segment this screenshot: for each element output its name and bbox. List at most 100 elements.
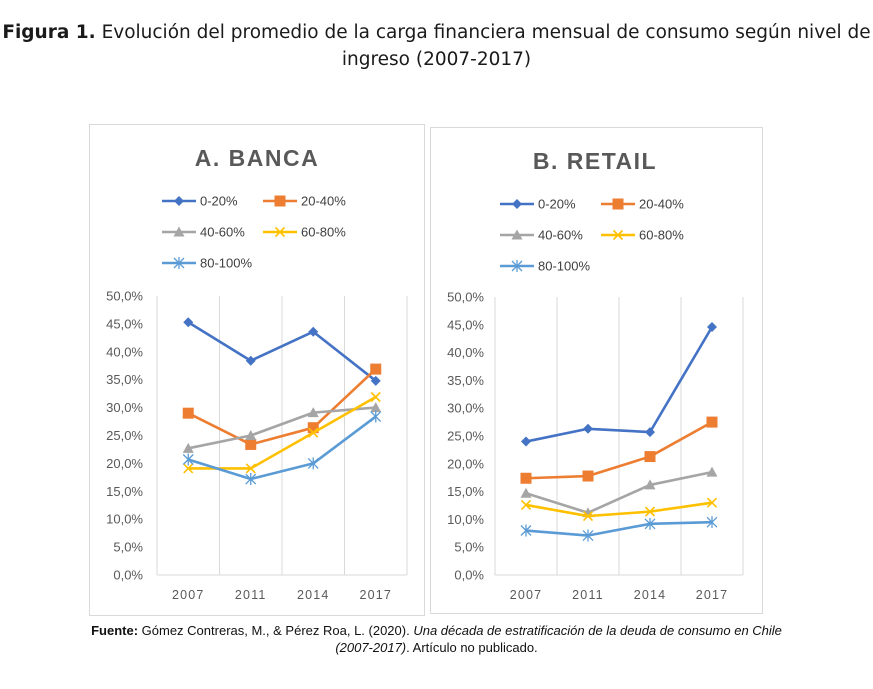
legend-label-20-40: 20-40% xyxy=(639,197,684,212)
y-tick-label: 40,0% xyxy=(106,344,143,359)
legend-marker-0-20 xyxy=(174,196,184,206)
data-point-0-20 xyxy=(645,427,655,438)
legend-label-20-40: 20-40% xyxy=(301,194,346,209)
y-tick-label: 20,0% xyxy=(106,456,143,471)
series-line-40-60 xyxy=(187,406,376,450)
data-point-80-100 xyxy=(245,473,257,486)
series-line-40-60 xyxy=(525,470,713,515)
data-point-60-80 xyxy=(520,499,532,511)
y-tick-label: 50,0% xyxy=(106,289,143,304)
y-tick-label: 10,0% xyxy=(447,512,484,527)
legend-marker-40-60 xyxy=(511,229,523,240)
chart-frame xyxy=(89,124,425,616)
x-tick-label: 2011 xyxy=(235,588,267,602)
data-point-40-60 xyxy=(370,402,382,413)
data-point-40-60 xyxy=(182,442,194,453)
series-line-20-40 xyxy=(525,420,713,480)
x-tick-label: 2014 xyxy=(634,588,667,602)
data-point-0-20 xyxy=(583,423,593,434)
series-line-0-20 xyxy=(525,326,714,443)
y-tick-label: 10,0% xyxy=(106,512,143,527)
source-suffix: . Artículo no publicado. xyxy=(406,640,538,655)
data-point-0-20 xyxy=(308,326,319,337)
legend-label-80-100: 80-100% xyxy=(200,256,252,271)
data-point-20-40 xyxy=(182,407,194,419)
chart-panel-banca: A. BANCA 0-20% 20-40% 40-60% 60-80% 80-100% 0,… xyxy=(89,124,425,616)
legend-marker-40-60 xyxy=(173,226,185,237)
legend-label-40-60: 40-60% xyxy=(200,225,245,240)
figure-title-line-2: ingreso (2007-2017) xyxy=(341,49,532,70)
source-note: Fuente: Gómez Contreras, M., & Pérez Roa… xyxy=(0,622,873,656)
chart-panel-retail: B. RETAIL 0-20% 20-40% 40-60% 60-80% 80-100% 0… xyxy=(430,127,763,614)
data-point-60-80 xyxy=(183,463,194,474)
legend-label-40-60: 40-60% xyxy=(538,228,583,243)
data-point-40-60 xyxy=(245,430,257,440)
y-tick-label: 35,0% xyxy=(106,372,143,387)
data-point-20-40 xyxy=(520,472,532,484)
source-label: Fuente: xyxy=(91,623,139,638)
y-tick-label: 5,0% xyxy=(454,540,484,555)
legend-label-80-100: 80-100% xyxy=(538,259,590,274)
chart-svg-banca: A. BANCA 0-20% 20-40% 40-60% 60-80% 80-100% 0,… xyxy=(89,124,425,616)
x-tick-label: 2014 xyxy=(297,588,330,602)
y-tick-label: 20,0% xyxy=(447,456,484,471)
data-point-80-100 xyxy=(582,529,594,542)
y-tick-label: 15,0% xyxy=(447,484,484,499)
y-tick-label: 50,0% xyxy=(447,290,484,305)
data-point-20-40 xyxy=(245,438,257,450)
data-point-80-100 xyxy=(370,410,382,423)
series-line-80-100 xyxy=(525,520,713,537)
data-point-60-80 xyxy=(245,463,256,474)
series-line-80-100 xyxy=(187,415,377,481)
legend-marker-20-40 xyxy=(612,198,624,210)
y-tick-label: 25,0% xyxy=(447,429,484,444)
y-tick-label: 0,0% xyxy=(454,568,484,583)
y-tick-label: 30,0% xyxy=(447,401,484,416)
y-tick-label: 5,0% xyxy=(113,540,143,555)
series-line-0-20 xyxy=(187,321,377,382)
data-point-20-40 xyxy=(706,416,718,428)
source-line-1: Fuente: Gómez Contreras, M., & Pérez Roa… xyxy=(0,622,873,639)
data-point-60-80 xyxy=(706,497,718,508)
x-tick-label: 2007 xyxy=(172,588,205,602)
data-point-40-60 xyxy=(706,466,718,477)
legend-marker-0-20 xyxy=(512,199,522,209)
data-point-20-40 xyxy=(582,470,594,482)
x-tick-label: 2011 xyxy=(572,588,604,602)
data-point-0-20 xyxy=(245,355,256,366)
source-title-1: Una década de estratificación de la deud… xyxy=(413,623,782,638)
x-tick-label: 2017 xyxy=(696,588,729,602)
y-tick-label: 25,0% xyxy=(106,428,143,443)
y-tick-label: 35,0% xyxy=(447,373,484,388)
legend-marker-80-100 xyxy=(173,257,185,269)
legend-marker-60-80 xyxy=(274,226,286,238)
data-point-20-40 xyxy=(370,363,382,375)
figure-title: Figura 1. Evolución del promedio de la c… xyxy=(0,19,873,73)
data-point-0-20 xyxy=(707,322,717,333)
figure-title-line-1: Figura 1. Evolución del promedio de la c… xyxy=(0,19,873,46)
legend-marker-20-40 xyxy=(274,195,286,207)
legend-label-0-20: 0-20% xyxy=(200,194,238,209)
source-authors: Gómez Contreras, M., & Pérez Roa, L. (20… xyxy=(138,623,414,638)
figure-title-text: Evolución del promedio de la carga finan… xyxy=(101,22,871,43)
data-point-20-40 xyxy=(307,422,319,434)
series-line-60-80 xyxy=(525,501,713,518)
y-tick-label: 0,0% xyxy=(113,568,143,583)
legend-marker-80-100 xyxy=(511,260,523,272)
data-point-80-100 xyxy=(307,457,319,470)
data-point-40-60 xyxy=(520,487,532,498)
y-tick-label: 40,0% xyxy=(447,345,484,360)
data-point-60-80 xyxy=(370,391,381,403)
chart-svg-retail: B. RETAIL 0-20% 20-40% 40-60% 60-80% 80-100% 0… xyxy=(430,127,763,614)
data-point-80-100 xyxy=(182,453,194,466)
chart-frame xyxy=(430,127,763,614)
legend-label-60-80: 60-80% xyxy=(301,225,346,240)
data-point-40-60 xyxy=(644,479,656,490)
data-point-60-80 xyxy=(644,506,656,517)
legend-marker-60-80 xyxy=(612,229,624,241)
x-tick-label: 2017 xyxy=(359,588,392,602)
data-point-0-20 xyxy=(370,375,381,386)
data-point-40-60 xyxy=(307,407,319,418)
y-tick-label: 45,0% xyxy=(106,316,143,331)
data-point-60-80 xyxy=(582,510,594,522)
